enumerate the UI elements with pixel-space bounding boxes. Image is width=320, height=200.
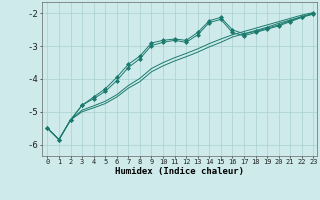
X-axis label: Humidex (Indice chaleur): Humidex (Indice chaleur) (115, 167, 244, 176)
